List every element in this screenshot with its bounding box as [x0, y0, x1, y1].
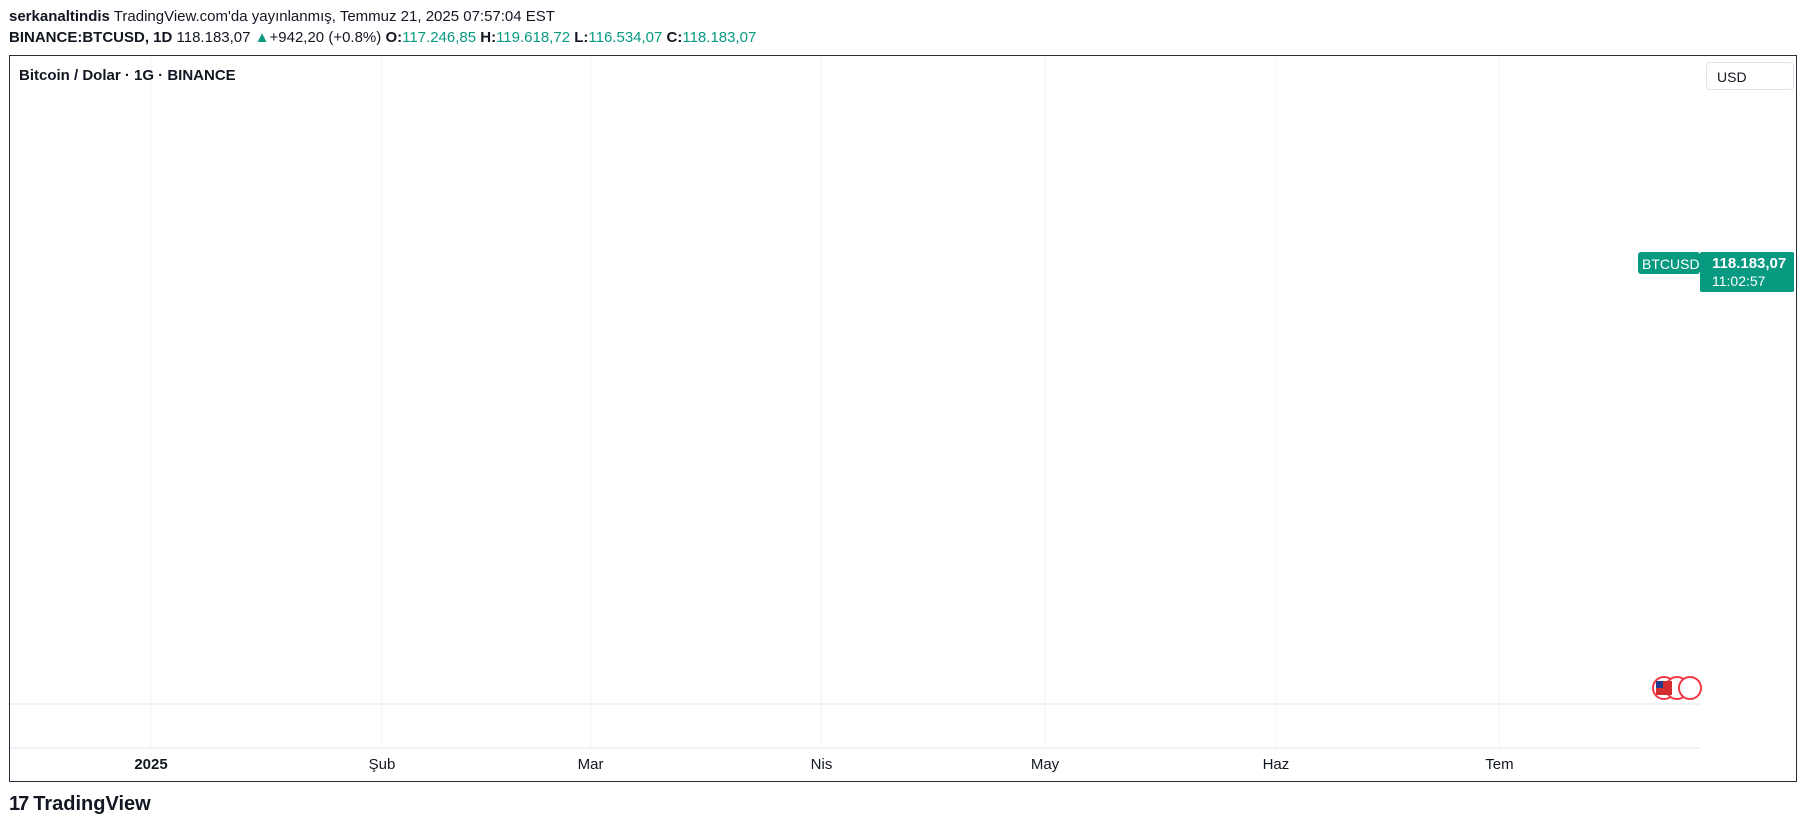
close-value: 118.183,07 [682, 29, 757, 46]
price-tag-symbol: BTCUSD [1642, 256, 1700, 272]
chart-frame [9, 55, 1797, 782]
publication-line: serkanaltindis TradingView.com'da yayınl… [9, 8, 555, 25]
change-value: +942,20 (+0.8%) [269, 29, 382, 46]
change-arrow-icon: ▲ [254, 29, 270, 46]
low-value: 116.534,07 [588, 29, 663, 46]
open-value: 117.246,85 [402, 29, 477, 46]
tradingview-logo-icon: 17 [9, 793, 29, 815]
time-tick-label: Nis [811, 756, 833, 773]
brand-name: TradingView [33, 793, 151, 815]
price-tag-symbol-bg [1638, 252, 1700, 274]
time-tick-label: 2025 [134, 756, 167, 773]
time-tick-label: May [1031, 756, 1060, 773]
open-label: O: [385, 29, 403, 46]
high-label: H: [480, 29, 497, 46]
time-tick-label: Mar [578, 756, 604, 773]
ohlc-line: BINANCE:BTCUSD, 1D 118.183,07 ▲+942,20 (… [9, 29, 756, 46]
last-price: 118.183,07 [176, 29, 251, 46]
close-label: C: [666, 29, 683, 46]
author-name[interactable]: serkanaltindis [9, 8, 110, 25]
economic-events-flags-icon[interactable] [1652, 676, 1702, 700]
currency-selector[interactable]: USD [1706, 62, 1794, 90]
price-tag-countdown: 11:02:57 [1712, 273, 1766, 289]
time-tick-label: Şub [369, 756, 396, 773]
symbol-label: BINANCE:BTCUSD, 1D [9, 29, 173, 46]
price-tag: BTCUSD 118.183,07 11:02:57 [1638, 252, 1794, 292]
time-axis: 2025 Şub Mar Nis May Haz Tem [134, 756, 1513, 773]
price-tag-price: 118.183,07 [1712, 255, 1786, 272]
published-text: TradingView.com'da yayınlanmış, Temmuz 2… [113, 8, 555, 25]
time-tick-label: Tem [1485, 756, 1513, 773]
series-legend[interactable]: Bitcoin / Dolar · 1G · BINANCE [19, 67, 236, 84]
time-tick-label: Haz [1263, 756, 1290, 773]
grid [10, 56, 1700, 749]
footer-branding[interactable]: 17 TradingView [9, 793, 151, 816]
price-tag-value-bg [1700, 252, 1794, 292]
low-label: L: [574, 29, 589, 46]
high-value: 119.618,72 [496, 29, 571, 46]
